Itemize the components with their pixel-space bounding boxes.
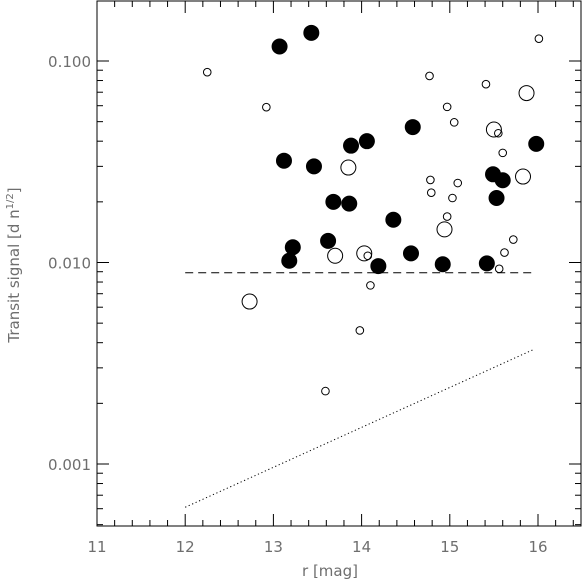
open-point-small (509, 235, 518, 244)
y-axis-label-superscript: 1/2 (5, 193, 16, 209)
open-point-small (202, 67, 212, 77)
x-tick-label: 14 (352, 538, 371, 556)
open-point-small (442, 212, 452, 221)
x-tick-label: 15 (440, 538, 459, 556)
open-point-large (356, 245, 373, 262)
open-point-small (426, 188, 436, 198)
open-point-small (498, 148, 508, 158)
open-point-small (363, 251, 373, 261)
y-axis-label: Transit signal [d n1/2] (5, 187, 23, 343)
open-point-large (327, 247, 344, 264)
y-tick-label: 0.010 (48, 255, 91, 273)
filled-point (385, 211, 402, 228)
y-tick-label: 0.100 (48, 53, 91, 71)
filled-point (402, 245, 419, 262)
open-point-small (321, 386, 330, 396)
data-points (202, 24, 545, 396)
open-point-small (262, 102, 271, 112)
filled-point (434, 256, 451, 273)
filled-point (325, 193, 342, 210)
open-point-small (442, 102, 452, 112)
open-point-large (241, 293, 258, 310)
open-point-small (494, 128, 503, 138)
filled-point (341, 195, 358, 212)
open-point-large (340, 159, 357, 176)
plot-frame (96, 0, 582, 527)
open-point-small (449, 118, 459, 127)
x-tick-label: 11 (87, 538, 106, 556)
open-point-small (494, 264, 504, 274)
open-point-small (366, 281, 375, 290)
y-axis-label-main: Transit signal [d n (5, 209, 23, 343)
filled-point (284, 239, 301, 256)
filled-point (320, 232, 337, 249)
filled-point (275, 152, 292, 169)
filled-point (488, 189, 505, 206)
y-tick-label: 0.001 (48, 456, 91, 474)
y-axis-label-end: ] (5, 187, 23, 193)
open-point-small (534, 34, 544, 43)
open-point-small (481, 79, 491, 89)
x-tick-label: 16 (528, 538, 547, 556)
reference-lines (184, 272, 534, 508)
filled-point (343, 137, 360, 154)
filled-point (478, 255, 495, 272)
tick-labels: 11 12 13 14 15 16 0.001 0.010 0.100 (48, 53, 548, 556)
filled-point (358, 133, 375, 150)
filled-point (404, 119, 421, 136)
x-tick-label: 13 (264, 538, 283, 556)
filled-point (271, 38, 288, 55)
filled-point (528, 135, 545, 152)
open-point-large (485, 121, 502, 138)
filled-point (281, 252, 298, 269)
filled-point (303, 24, 320, 41)
open-point-small (425, 71, 434, 81)
filled-point (494, 172, 511, 189)
x-tick-label: 12 (176, 538, 195, 556)
open-point-large (515, 168, 532, 185)
open-point-small (500, 248, 509, 257)
open-point-large (436, 221, 453, 238)
filled-point (370, 258, 387, 275)
open-point-small (453, 178, 463, 188)
open-point-small (426, 175, 435, 185)
dotted-noise-line (184, 349, 534, 508)
open-point-large (518, 85, 535, 102)
x-axis-label: r [mag] (302, 562, 358, 580)
axis-ticks (96, 1, 581, 526)
open-point-small (448, 193, 457, 203)
filled-point (305, 158, 322, 175)
open-point-small (355, 326, 365, 335)
